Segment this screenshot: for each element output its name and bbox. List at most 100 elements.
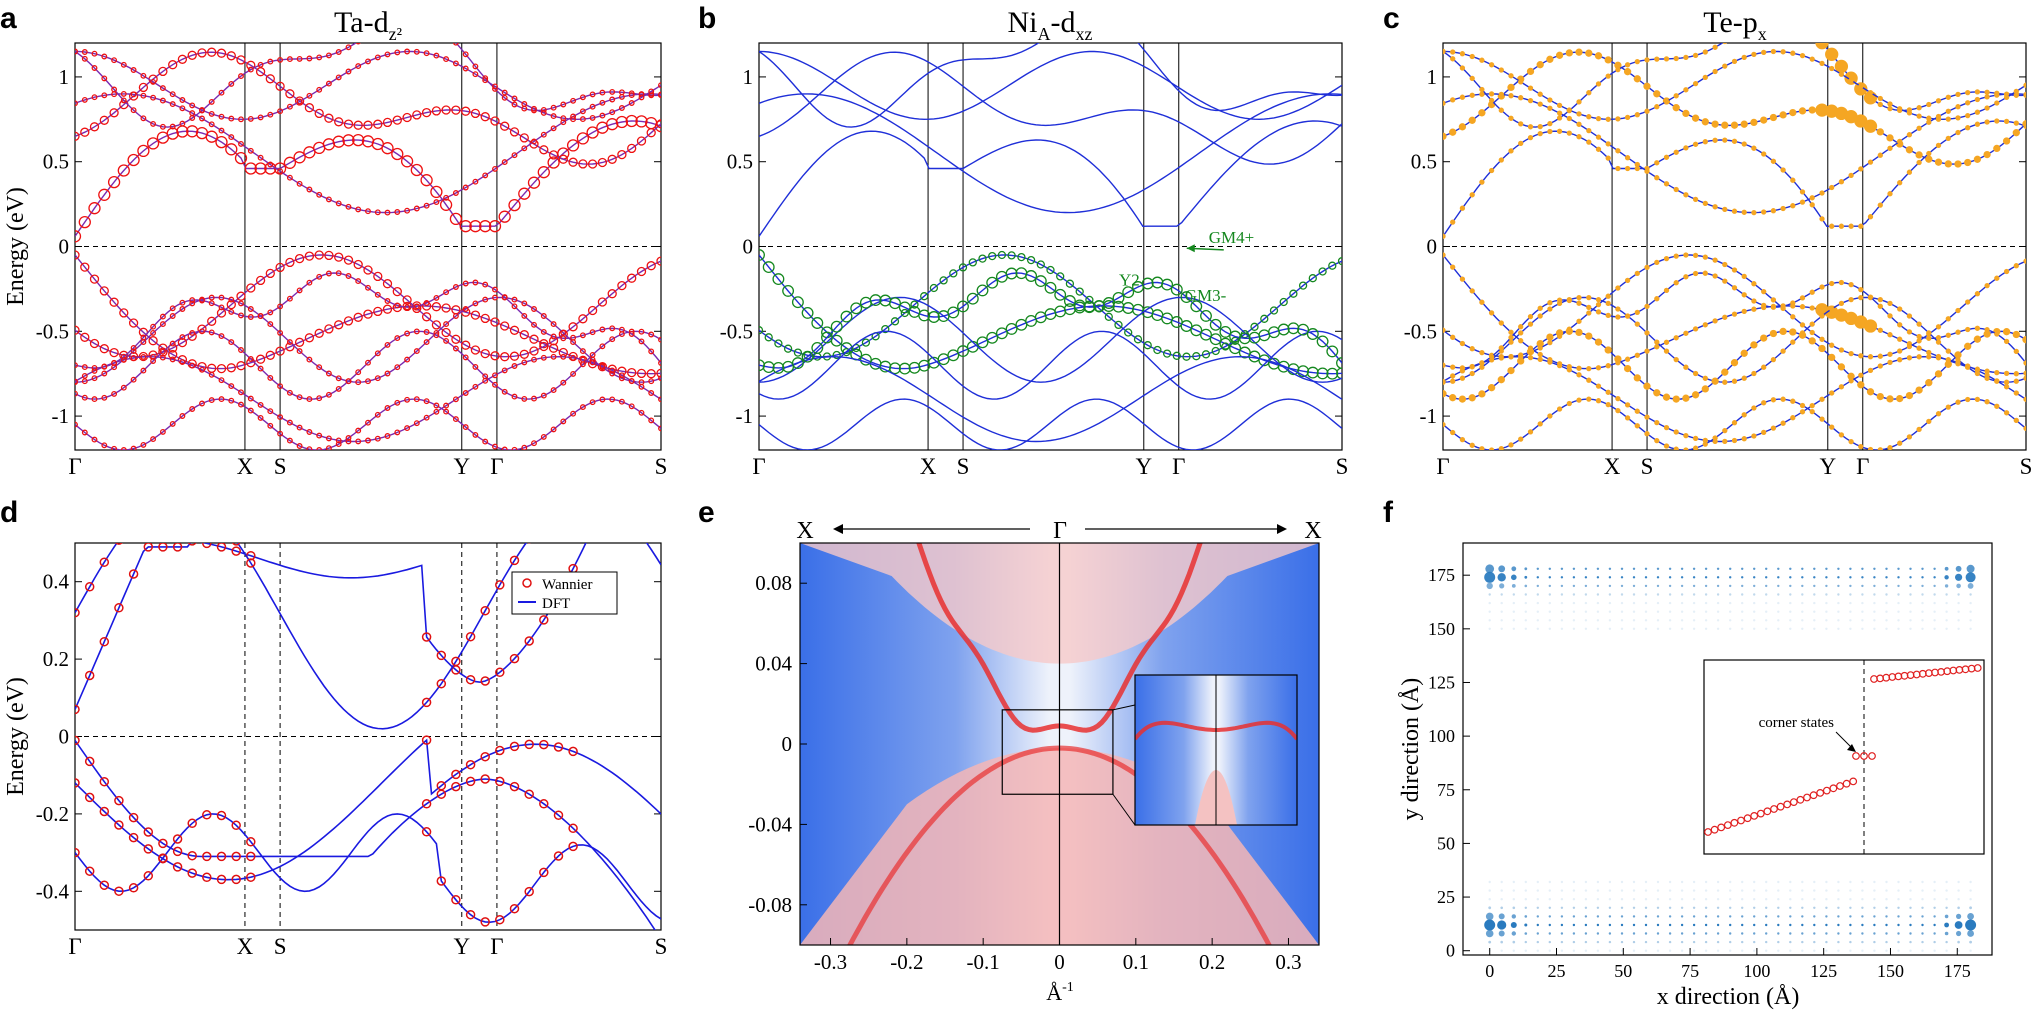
panel-c-proj-marker <box>1644 414 1650 420</box>
panel-c-proj-marker <box>1594 52 1603 60</box>
panel-a-proj-marker <box>444 30 449 35</box>
panel-c-proj-marker <box>1770 425 1777 431</box>
panel-c-proj-marker <box>1712 137 1718 143</box>
panel-f-dot <box>1692 601 1696 605</box>
panel-f-inset-marker <box>1710 825 1719 834</box>
panel-a-proj-marker <box>89 274 100 284</box>
panel-a-proj-marker <box>325 52 332 59</box>
panel-a-proj-marker <box>394 49 401 56</box>
panel-a-proj-marker <box>480 313 490 324</box>
panel-c-proj-marker <box>1518 79 1524 85</box>
panel-f-dot <box>1909 601 1912 605</box>
panel-a-kpath-label: S <box>274 454 287 479</box>
panel-c-proj-marker <box>1566 400 1572 407</box>
panel-a-proj-marker <box>218 294 225 301</box>
panel-c-proj-marker <box>1537 421 1543 427</box>
panel-f-dot <box>1909 567 1912 570</box>
panel-a-proj-marker <box>228 115 235 122</box>
panel-d-wannier-marker <box>231 874 241 885</box>
panel-d-dft-line <box>75 738 661 881</box>
panel-c-proj-marker <box>1721 368 1729 376</box>
panel-a-proj-marker <box>433 332 440 339</box>
panel-a-proj-marker <box>75 390 78 397</box>
panel-f-dot <box>1572 619 1576 622</box>
panel-a-proj-marker <box>488 220 502 233</box>
panel-a-proj-marker <box>654 120 661 133</box>
panel-a-proj-marker <box>547 156 560 169</box>
panel-d-wannier-marker <box>216 810 227 821</box>
panel-f-dot <box>1572 932 1576 935</box>
panel-f-dot <box>1753 923 1756 927</box>
panel-b-proj-marker <box>929 283 939 293</box>
panel-b-proj-marker <box>1065 279 1075 288</box>
panel-c-proj-marker <box>1780 396 1786 402</box>
panel-c-proj-marker <box>1877 327 1883 333</box>
panel-b-ytick-label: 0 <box>743 235 754 259</box>
panel-f-inset-marker <box>1776 802 1785 811</box>
panel-f-inset-marker <box>1803 793 1811 802</box>
panel-f-dot <box>1861 949 1864 952</box>
panel-c-proj-marker <box>1518 338 1524 344</box>
panel-a-proj-marker <box>78 215 91 229</box>
panel-c-proj-marker <box>1556 362 1563 369</box>
panel-c-proj-marker <box>1654 419 1660 426</box>
panel-b-proj-marker <box>1063 295 1076 307</box>
panel-d-wannier-marker <box>568 841 578 852</box>
panel-d-wannier-marker <box>75 607 80 618</box>
panel-f-dot <box>1873 593 1876 596</box>
panel-f-dot <box>1620 567 1624 570</box>
panel-b-proj-marker <box>821 331 833 344</box>
panel-c-proj-marker <box>1576 134 1582 140</box>
panel-a-proj-marker <box>599 363 606 369</box>
panel-a-proj-marker <box>109 297 119 307</box>
panel-a-proj-marker <box>576 132 590 145</box>
panel-c-proj-marker <box>1634 423 1640 429</box>
panel-a-proj-marker <box>628 92 635 99</box>
panel-f-dot <box>1596 906 1600 909</box>
panel-c-proj-marker <box>1858 372 1864 378</box>
panel-f-dot <box>1512 880 1516 884</box>
panel-b-proj-marker <box>1306 328 1319 340</box>
panel-c-kpath-label: Y <box>1819 454 1836 479</box>
panel-a-proj-marker <box>625 114 638 128</box>
panel-c-proj-marker <box>1867 159 1874 165</box>
panel-a-proj-marker <box>384 298 391 304</box>
panel-c-proj-marker <box>1644 57 1650 63</box>
panel-a-band-line <box>75 254 661 375</box>
panel-f-dot <box>1825 627 1828 630</box>
panel-f-dot <box>1967 913 1974 920</box>
panel-f-dot <box>1957 906 1960 910</box>
panel-a-proj-marker <box>208 371 215 378</box>
panel-a-proj-marker <box>324 250 334 261</box>
panel-f-xtick-label: 100 <box>1743 961 1770 981</box>
panel-f-dot <box>1909 923 1912 927</box>
panel-a-proj-marker <box>599 396 606 403</box>
panel-f-dot <box>1500 949 1503 952</box>
panel-c-proj-marker <box>1479 57 1485 63</box>
panel-a-proj-marker <box>111 57 118 64</box>
panel-a-proj-marker <box>325 80 332 87</box>
panel-d-wannier-marker <box>553 742 564 752</box>
panel-a-proj-marker <box>490 317 500 327</box>
panel-c-proj-marker <box>1595 365 1602 371</box>
panel-c-proj-marker <box>1527 124 1534 130</box>
panel-a-proj-marker <box>394 335 401 342</box>
panel-f-dot <box>1837 880 1840 884</box>
panel-b-proj-marker <box>791 357 804 370</box>
panel-f-dot <box>1801 915 1804 918</box>
panel-f-dot <box>1813 932 1816 935</box>
panel-f-inset-marker <box>1763 807 1772 816</box>
panel-b-proj-marker <box>1190 324 1203 337</box>
panel-f-dot <box>1524 932 1528 935</box>
panel-a-band-line <box>75 50 661 121</box>
panel-b-proj-marker <box>774 339 783 348</box>
panel-f-xtick-label: 175 <box>1944 961 1971 981</box>
panel-a-proj-marker <box>120 90 127 97</box>
panel-a-proj-marker <box>423 414 430 421</box>
panel-c-proj-marker <box>1964 342 1972 350</box>
panel-f-dot <box>1512 889 1516 892</box>
panel-a-proj-marker <box>500 321 510 331</box>
panel-c-proj-marker <box>1459 276 1466 282</box>
panel-c-proj-marker <box>1443 100 1446 106</box>
panel-f-dot <box>1644 889 1648 892</box>
